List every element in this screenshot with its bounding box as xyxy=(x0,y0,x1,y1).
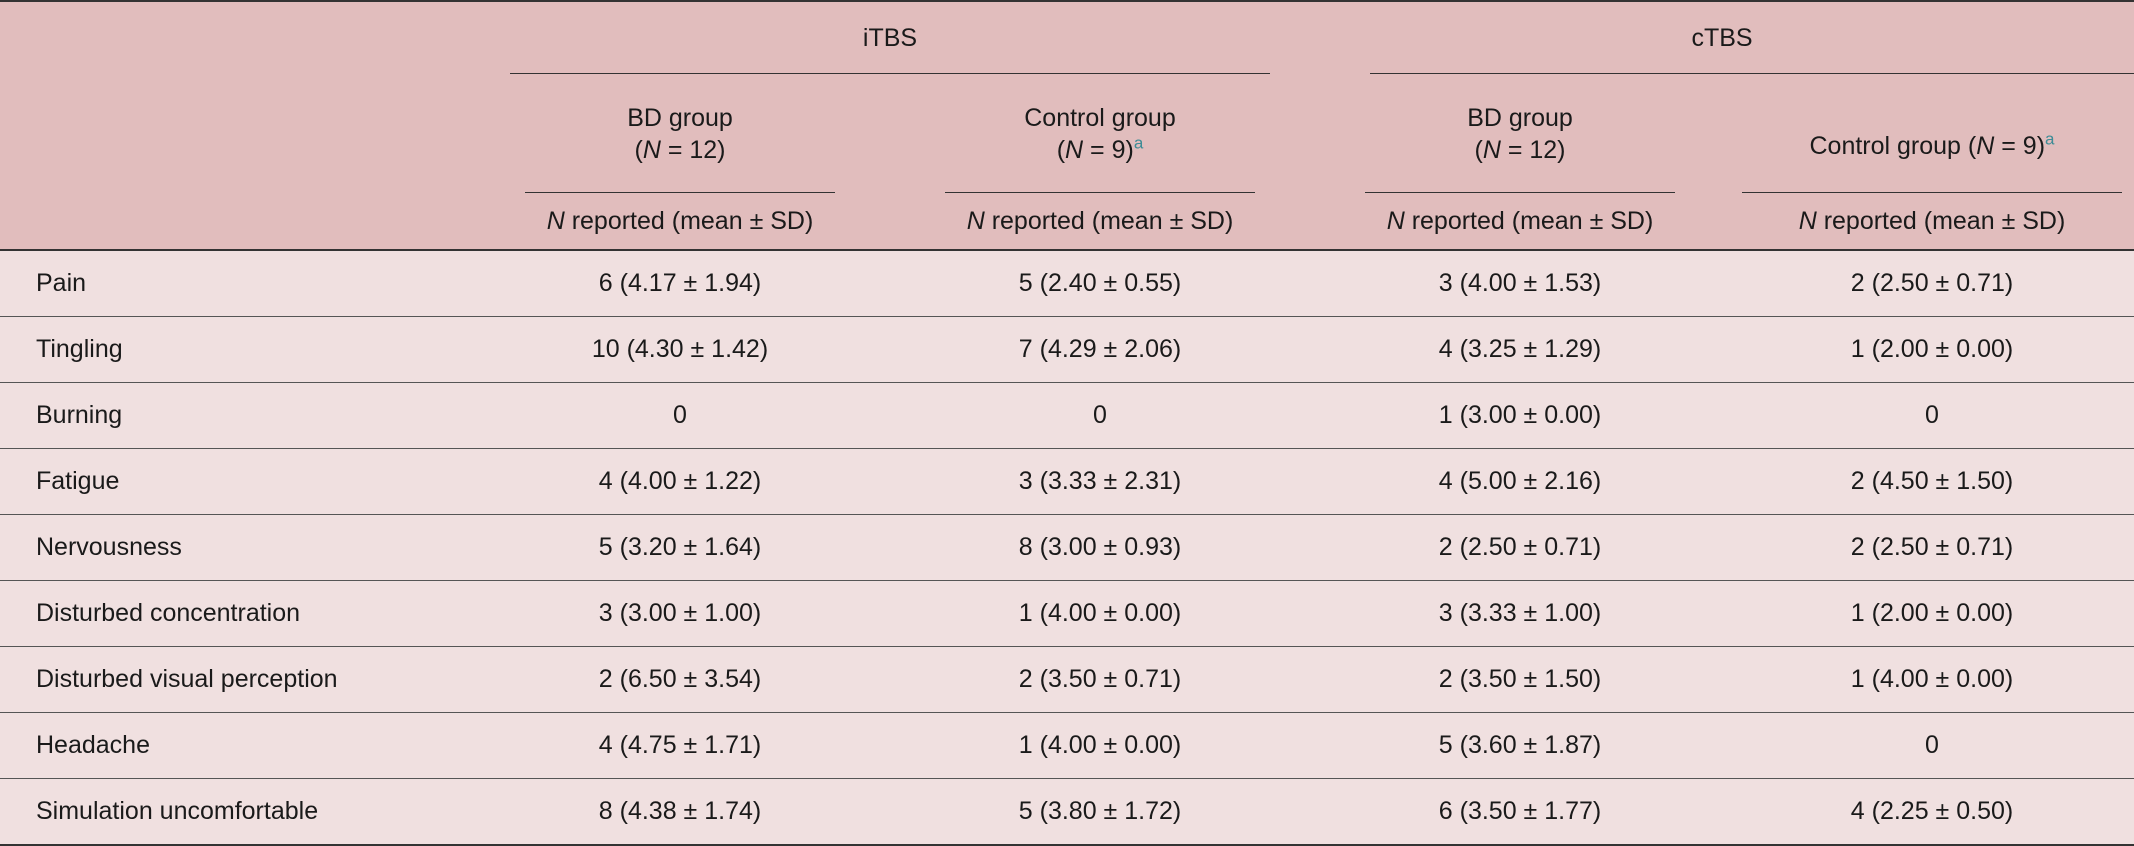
subgroup-n: = 9) xyxy=(1994,132,2046,160)
table-cell: 7 (4.29 ± 2.06) xyxy=(890,316,1310,383)
group-header-row: iTBS cTBS xyxy=(0,1,2134,74)
table-row: Fatigue 4 (4.00 ± 1.22) 3 (3.33 ± 2.31) … xyxy=(0,448,2134,515)
row-label: Disturbed visual perception xyxy=(0,646,470,713)
row-label: Nervousness xyxy=(0,514,470,581)
stat-header-row: N reported (mean ± SD) N reported (mean … xyxy=(0,193,2134,251)
table-body: Pain 6 (4.17 ± 1.94) 5 (2.40 ± 0.55) 3 (… xyxy=(0,250,2134,846)
table-cell: 3 (3.33 ± 2.31) xyxy=(890,448,1310,515)
row-label: Simulation uncomfortable xyxy=(0,778,470,846)
table-cell: 5 (2.40 ± 0.55) xyxy=(890,250,1310,317)
table-row: Pain 6 (4.17 ± 1.94) 5 (2.40 ± 0.55) 3 (… xyxy=(0,250,2134,317)
subgroup-name: BD group xyxy=(627,103,733,132)
subgroup-rule xyxy=(945,192,1255,193)
table-row: Simulation uncomfortable 8 (4.38 ± 1.74)… xyxy=(0,778,2134,846)
table-cell: 3 (3.33 ± 1.00) xyxy=(1310,580,1730,647)
table-cell: 5 (3.20 ± 1.64) xyxy=(470,514,890,581)
subgroup-header-itbs-bd: BD group (N = 12) xyxy=(470,74,890,193)
subgroup-n: (N = 9)a xyxy=(1056,133,1144,164)
table-cell: 8 (3.00 ± 0.93) xyxy=(890,514,1310,581)
row-label: Tingling xyxy=(0,316,470,383)
table-cell: 3 (3.00 ± 1.00) xyxy=(470,580,890,647)
empty-corner-cell xyxy=(0,74,470,193)
table-cell: 0 xyxy=(890,382,1310,449)
subgroup-rule xyxy=(1365,192,1675,193)
subgroup-header-ctbs-bd: BD group (N = 12) xyxy=(1310,74,1730,193)
row-label: Fatigue xyxy=(0,448,470,515)
stat-header: N reported (mean ± SD) xyxy=(1730,193,2134,251)
group-label: iTBS xyxy=(862,23,918,52)
table-cell: 4 (4.75 ± 1.71) xyxy=(470,712,890,779)
table-cell: 3 (4.00 ± 1.53) xyxy=(1310,250,1730,317)
table-row: Tingling 10 (4.30 ± 1.42) 7 (4.29 ± 2.06… xyxy=(0,316,2134,383)
table-cell: 8 (4.38 ± 1.74) xyxy=(470,778,890,846)
table-cell: 2 (4.50 ± 1.50) xyxy=(1730,448,2134,515)
group-rule xyxy=(510,73,1270,74)
row-label: Burning xyxy=(0,382,470,449)
subgroup-rule xyxy=(525,192,835,193)
empty-corner-cell xyxy=(0,1,470,74)
subgroup-n: (N = 12) xyxy=(634,135,726,164)
table-row: Burning 0 0 1 (3.00 ± 0.00) 0 xyxy=(0,382,2134,449)
table-cell: 4 (3.25 ± 1.29) xyxy=(1310,316,1730,383)
subgroup-name: Control group xyxy=(1024,103,1176,132)
stat-header: N reported (mean ± SD) xyxy=(470,193,890,251)
group-label: cTBS xyxy=(1691,23,1753,52)
table-cell: 1 (4.00 ± 0.00) xyxy=(890,712,1310,779)
subgroup-name: BD group xyxy=(1467,103,1573,132)
footnote-marker: a xyxy=(2045,129,2055,149)
table-cell: 0 xyxy=(1730,712,2134,779)
table-row: Disturbed concentration 3 (3.00 ± 1.00) … xyxy=(0,580,2134,647)
table-cell: 10 (4.30 ± 1.42) xyxy=(470,316,890,383)
table-cell: 1 (4.00 ± 0.00) xyxy=(1730,646,2134,713)
row-label: Disturbed concentration xyxy=(0,580,470,647)
stat-header: N reported (mean ± SD) xyxy=(1310,193,1730,251)
subgroup-name: Control group ( xyxy=(1809,132,1977,160)
row-label: Pain xyxy=(0,250,470,317)
stat-header: N reported (mean ± SD) xyxy=(890,193,1310,251)
table-cell: 1 (3.00 ± 0.00) xyxy=(1310,382,1730,449)
subgroup-n-italic: N xyxy=(1976,132,1995,160)
table-cell: 2 (3.50 ± 0.71) xyxy=(890,646,1310,713)
group-header-ctbs: cTBS xyxy=(1310,1,2134,74)
table-cell: 2 (2.50 ± 0.71) xyxy=(1730,250,2134,317)
table-cell: 0 xyxy=(470,382,890,449)
group-rule xyxy=(1370,73,2134,74)
table-cell: 1 (4.00 ± 0.00) xyxy=(890,580,1310,647)
subgroup-header-row: BD group (N = 12) Control group (N = 9)a… xyxy=(0,74,2134,193)
footnote-marker: a xyxy=(1133,133,1144,153)
group-header-itbs: iTBS xyxy=(470,1,1310,74)
table-cell: 2 (6.50 ± 3.54) xyxy=(470,646,890,713)
table-header: iTBS cTBS BD group (N = 12) Control grou… xyxy=(0,1,2134,251)
subgroup-n: (N = 12) xyxy=(1474,135,1566,164)
subgroup-header-itbs-control: Control group (N = 9)a xyxy=(890,74,1310,193)
table-cell: 2 (3.50 ± 1.50) xyxy=(1310,646,1730,713)
table-cell: 5 (3.60 ± 1.87) xyxy=(1310,712,1730,779)
table-cell: 2 (2.50 ± 0.71) xyxy=(1730,514,2134,581)
table-cell: 0 xyxy=(1730,382,2134,449)
table-cell: 4 (2.25 ± 0.50) xyxy=(1730,778,2134,846)
table-cell: 4 (5.00 ± 2.16) xyxy=(1310,448,1730,515)
table-cell: 4 (4.00 ± 1.22) xyxy=(470,448,890,515)
subgroup-header-ctbs-control: Control group (N = 9)a xyxy=(1730,74,2134,193)
table-row: Headache 4 (4.75 ± 1.71) 1 (4.00 ± 0.00)… xyxy=(0,712,2134,779)
row-label: Headache xyxy=(0,712,470,779)
table-cell: 2 (2.50 ± 0.71) xyxy=(1310,514,1730,581)
table-row: Disturbed visual perception 2 (6.50 ± 3.… xyxy=(0,646,2134,713)
table-cell: 5 (3.80 ± 1.72) xyxy=(890,778,1310,846)
table-cell: 6 (4.17 ± 1.94) xyxy=(470,250,890,317)
subgroup-rule xyxy=(1742,192,2122,193)
empty-corner-cell xyxy=(0,193,470,251)
table-cell: 1 (2.00 ± 0.00) xyxy=(1730,580,2134,647)
table-cell: 1 (2.00 ± 0.00) xyxy=(1730,316,2134,383)
table-cell: 6 (3.50 ± 1.77) xyxy=(1310,778,1730,846)
table-row: Nervousness 5 (3.20 ± 1.64) 8 (3.00 ± 0.… xyxy=(0,514,2134,581)
